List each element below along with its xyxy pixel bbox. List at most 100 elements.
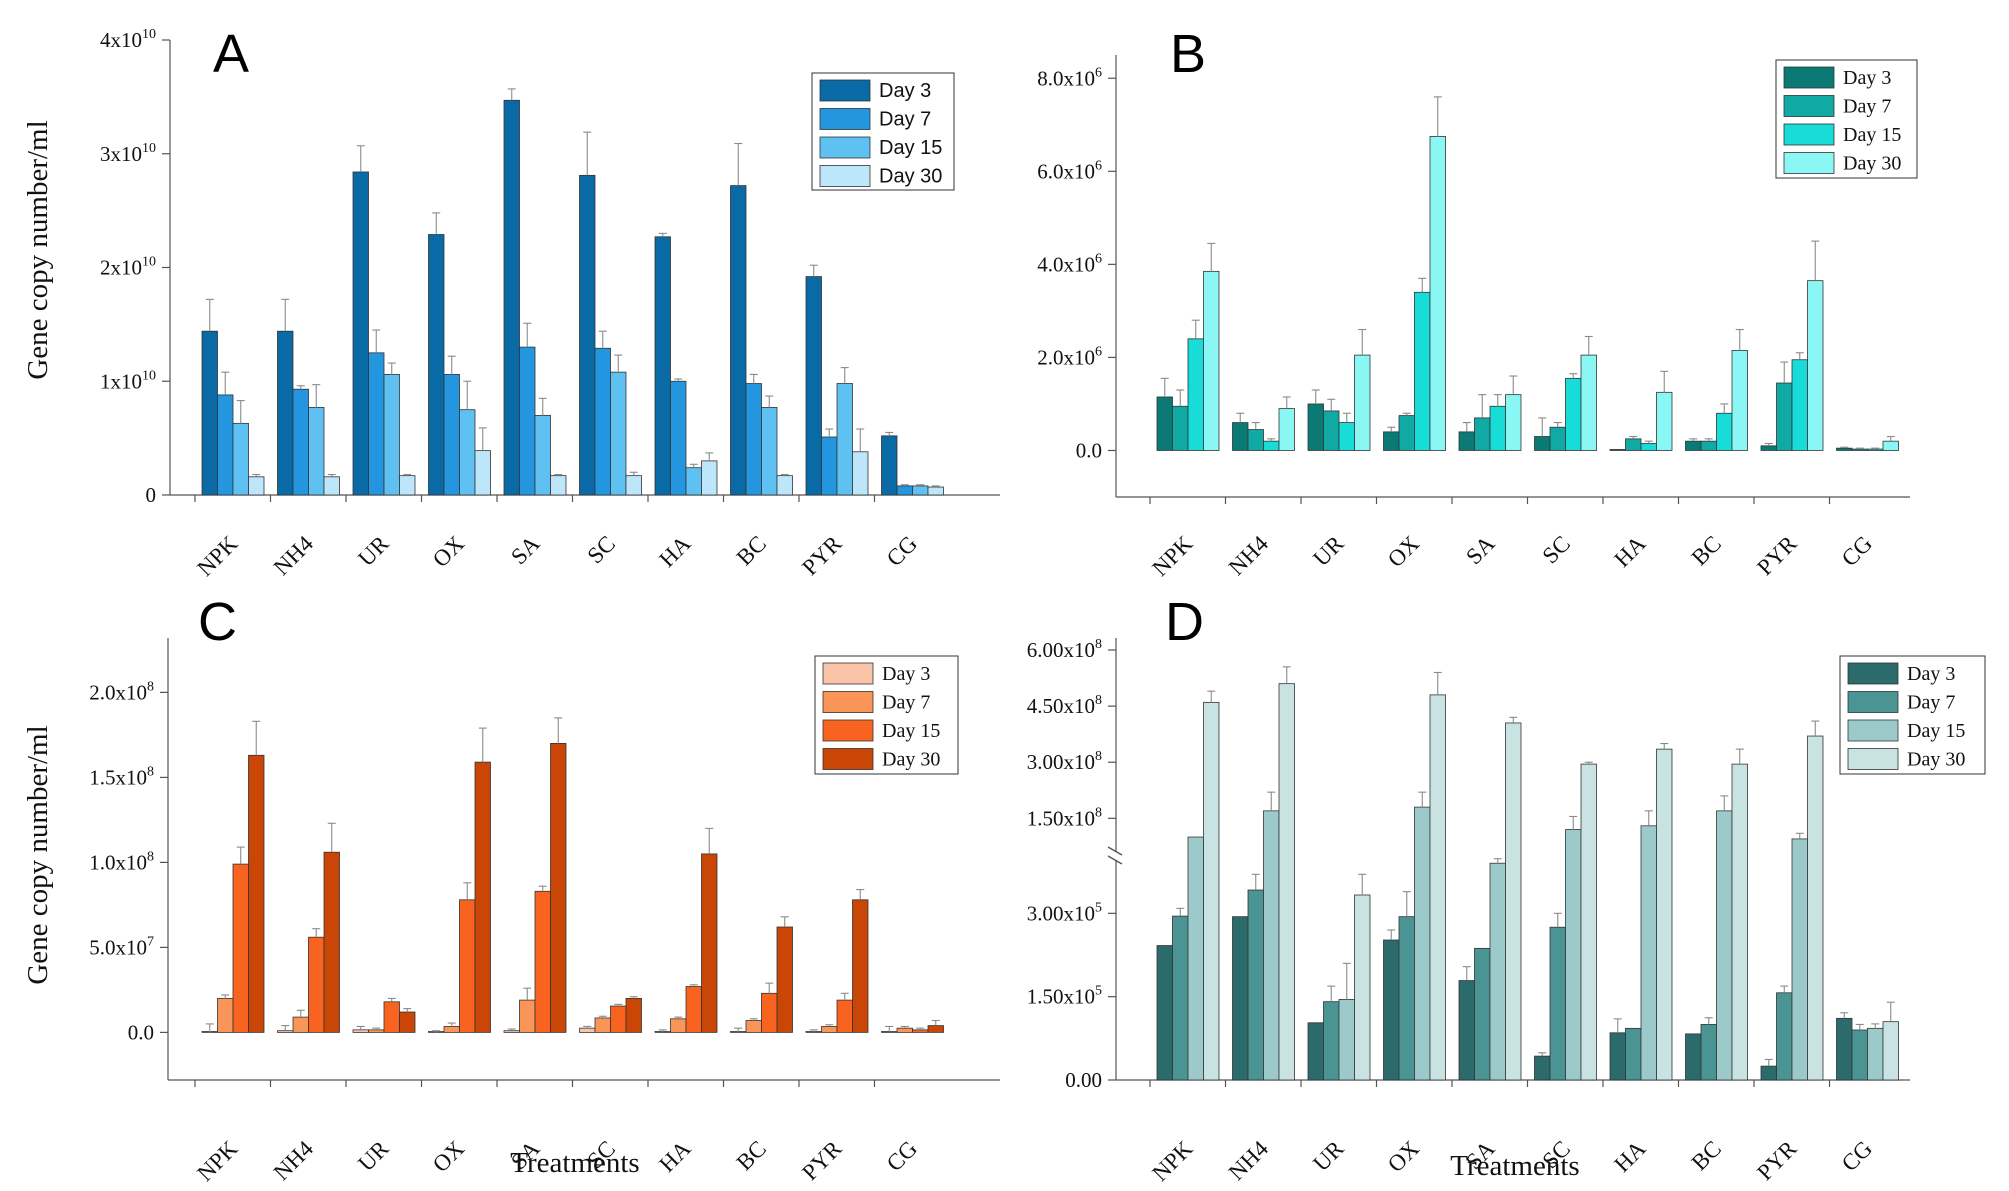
bar-b [1700, 440, 1717, 451]
bar-c [836, 999, 853, 1033]
x-tick-label-a: SA [506, 531, 545, 570]
bar-d [1429, 694, 1446, 1081]
bar-d [1263, 810, 1280, 1081]
bar-b [1807, 280, 1824, 451]
legend-swatch-a [819, 136, 871, 159]
bar-d [1851, 1029, 1868, 1081]
bar-a [761, 407, 778, 496]
bar-b [1383, 431, 1400, 451]
bar-d [1882, 1021, 1899, 1081]
y-tick-label-d: 4.50x108 [1027, 693, 1102, 718]
legend-swatch-d [1847, 662, 1899, 685]
bar-a [579, 174, 596, 496]
bar-c [368, 1029, 385, 1033]
bar-a [503, 99, 520, 496]
bar-c [685, 986, 702, 1033]
bar-b [1851, 448, 1868, 451]
legend-label-a: Day 7 [879, 109, 931, 131]
bar-b [1731, 350, 1748, 451]
y-tick-label-d: 6.00x108 [1027, 637, 1102, 662]
x-tick-label-d: OX [1383, 1136, 1424, 1177]
legend-b: Day 3 Day 7 Day 15 Day 30 [1775, 59, 1918, 179]
legend-label-c: Day 3 [882, 663, 930, 685]
bar-c [579, 1027, 596, 1033]
x-axis-label-d: Treatments [1450, 1150, 1579, 1182]
legend-label-a: Day 30 [879, 166, 942, 188]
legend-label-d: Day 15 [1907, 720, 1965, 742]
panel-b: 0.0 2.0x106 4.0x106 6.0x106 8.0x106 NPK NH4 UR O… [1037, 24, 1918, 581]
bar-b [1656, 391, 1673, 451]
bar-c [912, 1029, 929, 1033]
legend-swatch-c [822, 662, 874, 685]
bar-d [1187, 836, 1204, 1081]
bar-d [1489, 862, 1506, 1081]
y-tick-label-b: 8.0x106 [1037, 65, 1102, 90]
bar-a [428, 234, 445, 496]
bar-d [1760, 1065, 1777, 1081]
x-tick-label-d: NPK [1147, 1136, 1197, 1186]
bar-c [323, 851, 340, 1033]
bar-a [399, 475, 416, 496]
bar-a [896, 485, 913, 496]
y-tick-label-a: 3x1010 [100, 141, 156, 166]
bar-d [1836, 1017, 1853, 1081]
bar-b [1247, 429, 1264, 451]
bar-c [443, 1026, 460, 1033]
bar-d [1156, 945, 1173, 1081]
bar-a [625, 475, 642, 496]
bar-c [821, 1026, 838, 1033]
x-tick-label-b: PYR [1752, 530, 1802, 580]
y-tick-label-d: 1.50x108 [1027, 805, 1102, 830]
bar-b [1307, 403, 1324, 451]
bar-a [550, 475, 567, 496]
x-tick-label-c: UR [353, 1135, 394, 1176]
bar-d [1172, 915, 1189, 1081]
bar-b [1232, 422, 1249, 451]
x-tick-label-a: PYR [797, 530, 847, 580]
y-tick-label-b: 2.0x106 [1037, 344, 1102, 369]
bar-c [292, 1016, 309, 1033]
x-tick-label-c: HA [654, 1136, 695, 1177]
bar-c [701, 853, 718, 1033]
bar-b [1760, 445, 1777, 451]
legend-swatch-c [822, 748, 874, 770]
bar-b [1625, 438, 1642, 451]
bar-c [519, 999, 536, 1033]
y-tick-label-b: 6.0x106 [1037, 158, 1102, 183]
legend-swatch-b [1783, 152, 1835, 174]
axis-break-mark-d [1107, 855, 1123, 865]
bar-d [1625, 1027, 1642, 1081]
bar-a [610, 371, 627, 496]
bar-b [1505, 394, 1522, 451]
panel-letter-c: C [198, 592, 237, 652]
bar-c [594, 1017, 611, 1033]
bar-a [292, 388, 309, 496]
bar-b [1640, 443, 1657, 451]
bar-a [776, 475, 793, 496]
bar-b [1429, 136, 1446, 451]
x-tick-label-b: UR [1308, 530, 1349, 571]
bar-b [1489, 405, 1506, 451]
bar-b [1791, 359, 1808, 451]
y-tick-label-d: 0.00 [1065, 1068, 1102, 1092]
x-tick-label-d: CG [1837, 1136, 1877, 1176]
bar-a [654, 236, 671, 496]
bar-d [1278, 683, 1295, 1081]
bar-a [383, 374, 400, 496]
bar-d [1383, 939, 1400, 1081]
bar-a [745, 383, 762, 496]
bar-b [1580, 354, 1597, 451]
bar-d [1414, 806, 1431, 1081]
legend-label-a: Day 3 [879, 80, 931, 102]
bar-b [1278, 408, 1295, 451]
bar-b [1187, 338, 1204, 451]
bar-a [217, 394, 234, 496]
legend-label-c: Day 7 [882, 692, 930, 714]
bar-d [1398, 916, 1415, 1081]
panel-letter-b: B [1170, 24, 1206, 84]
x-tick-label-c: NPK [192, 1136, 242, 1186]
bar-d [1580, 763, 1597, 1081]
x-tick-label-b: NH4 [1224, 531, 1274, 581]
y-tick-label-a: 2x1010 [100, 255, 156, 280]
x-tick-label-a: OX [428, 531, 469, 572]
